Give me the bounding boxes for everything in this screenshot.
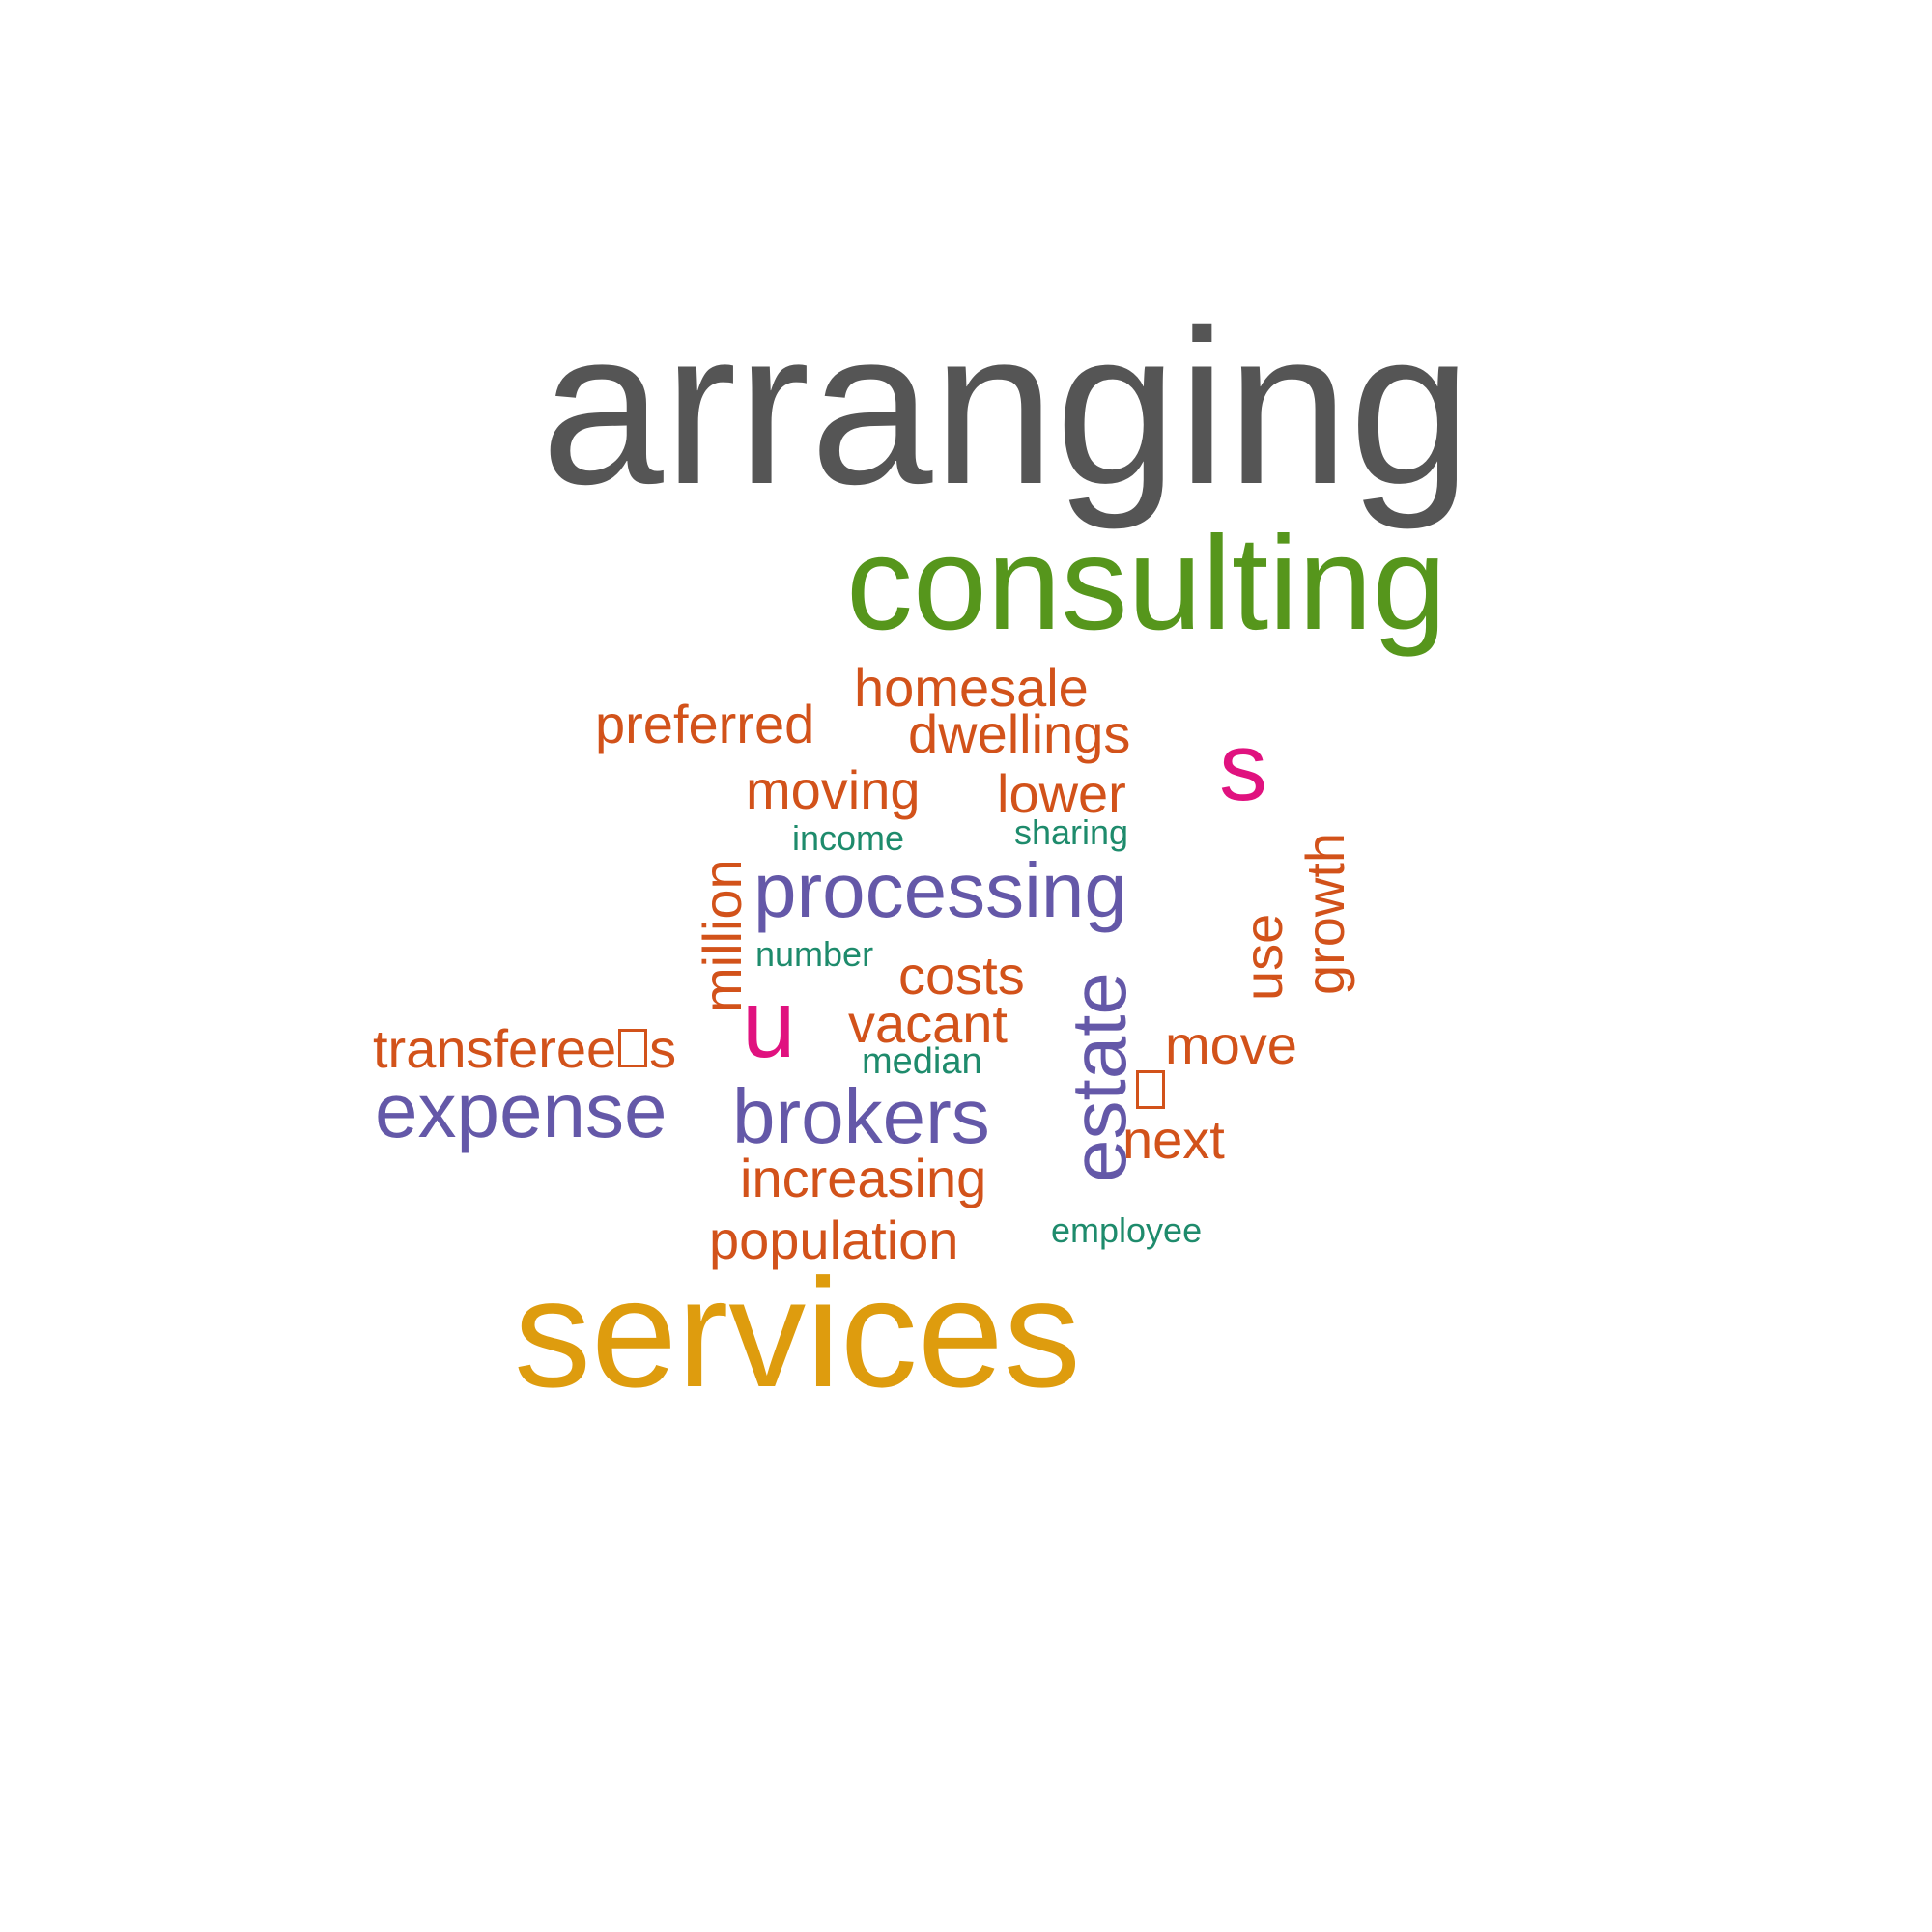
word-u: u bbox=[742, 970, 796, 1078]
word-vacant: vacant bbox=[848, 993, 1008, 1054]
word-median: median bbox=[862, 1041, 982, 1082]
word-expense: expense bbox=[375, 1067, 668, 1153]
word-increasing: increasing bbox=[740, 1148, 987, 1208]
word-homesale: homesale bbox=[854, 657, 1089, 718]
word-lower: lower bbox=[997, 763, 1126, 824]
missing-glyph-box-icon bbox=[618, 1029, 648, 1067]
word-growth: growth bbox=[1294, 832, 1355, 995]
word-employee: employee bbox=[1051, 1210, 1203, 1250]
word-transferees-suffix: s bbox=[649, 1018, 677, 1079]
word-income: income bbox=[792, 818, 905, 858]
word-use: use bbox=[1233, 913, 1293, 1001]
word-move: move bbox=[1165, 1014, 1297, 1075]
word-next: next bbox=[1122, 1109, 1225, 1170]
missing-glyph-word bbox=[1136, 1070, 1165, 1113]
word-population: population bbox=[709, 1209, 959, 1270]
word-costs: costs bbox=[898, 945, 1025, 1006]
word-s: s bbox=[1219, 713, 1267, 821]
word-transferees: transferee s bbox=[373, 1022, 676, 1076]
word-number: number bbox=[755, 934, 874, 974]
word-processing: processing bbox=[753, 847, 1127, 933]
word-brokers: brokers bbox=[732, 1073, 990, 1159]
word-preferred: preferred bbox=[595, 694, 815, 754]
missing-glyph-box-icon bbox=[1136, 1070, 1165, 1109]
word-arranging: arranging bbox=[541, 285, 1472, 530]
word-transferees-prefix: transferee bbox=[373, 1018, 617, 1079]
word-moving: moving bbox=[746, 759, 921, 820]
word-services: services bbox=[514, 1246, 1081, 1419]
word-sharing: sharing bbox=[1014, 812, 1129, 852]
word-consulting: consulting bbox=[846, 509, 1447, 658]
word-dwellings: dwellings bbox=[908, 703, 1131, 764]
